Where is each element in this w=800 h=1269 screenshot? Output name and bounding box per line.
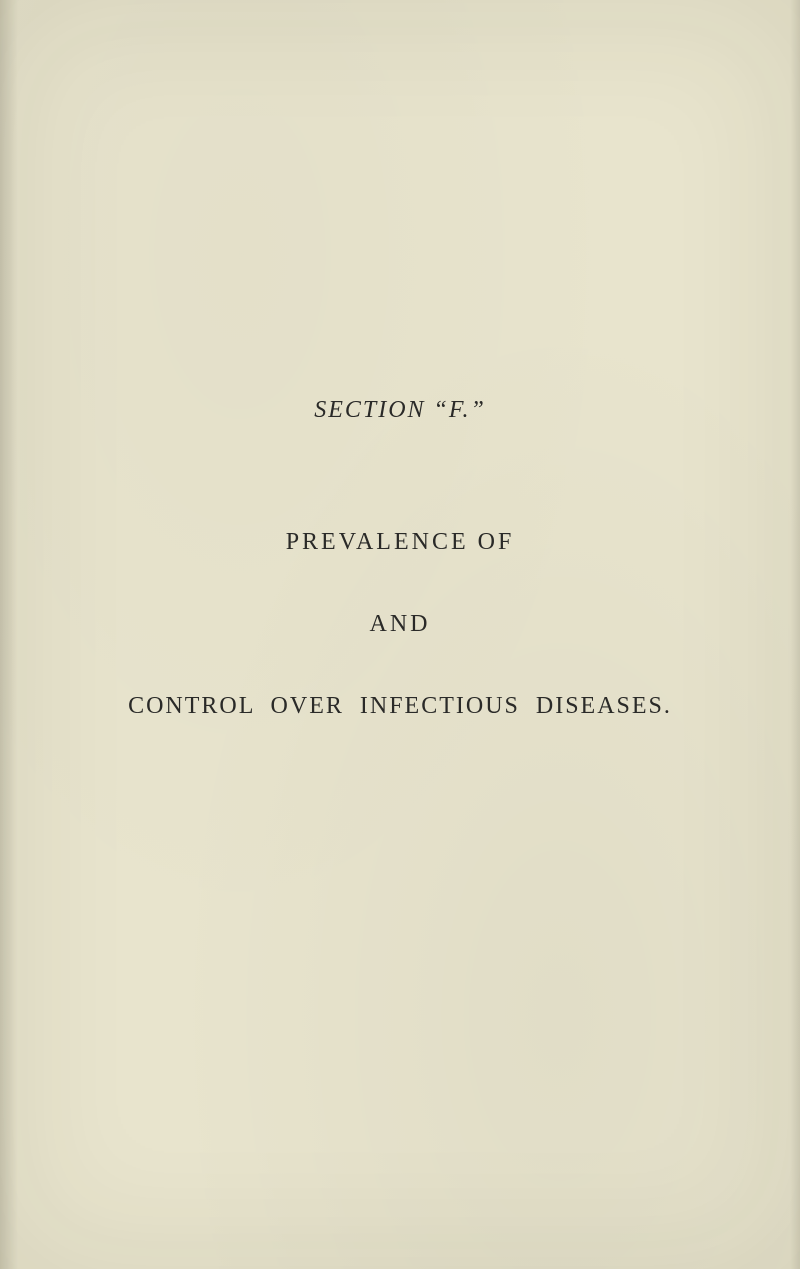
section-label: SECTION “F.” <box>314 397 486 424</box>
scanned-page: SECTION “F.” PREVALENCE OF AND CONTROL O… <box>0 0 800 1269</box>
page-edge-shadow-left <box>0 0 18 1269</box>
heading-line-2: AND <box>370 611 431 638</box>
page-edge-shadow-right <box>790 0 800 1269</box>
heading-line-3: CONTROL OVER INFECTIOUS DISEASES. <box>128 693 672 720</box>
heading-line-1: PREVALENCE OF <box>286 529 515 556</box>
